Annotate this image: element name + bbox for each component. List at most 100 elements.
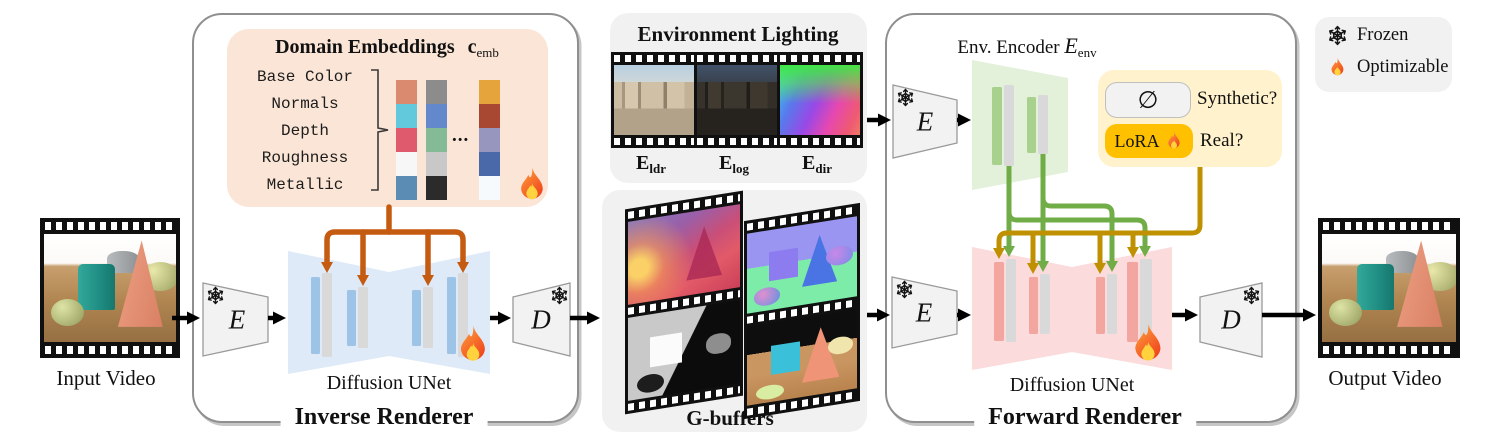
- filmstrip-holes: [45, 346, 175, 354]
- inverse-renderer-title: Inverse Renderer: [280, 404, 488, 431]
- unet-feature-bar: [1029, 277, 1038, 334]
- embedding-swatch-column: [426, 80, 447, 200]
- gbuffer-vae-encoder-symbol: E: [915, 297, 933, 328]
- inverse-unet-caption: Diffusion UNet: [326, 372, 452, 394]
- embedding-ellipsis: ...: [452, 125, 470, 146]
- embedding-swatch: [396, 152, 417, 176]
- inverse-decoder-symbol: D: [531, 304, 551, 335]
- flame-icon: [1126, 322, 1170, 366]
- env-map-ldr-filmstrip: [611, 52, 697, 148]
- env-encoder-bar: [1027, 97, 1036, 153]
- legend-optimizable-label: Optimizable: [1357, 57, 1449, 77]
- unet-feature-bar: [347, 290, 356, 346]
- empty-set-symbol: ∅: [1137, 86, 1159, 114]
- output-video-filmstrip: [1318, 218, 1460, 358]
- unet-feature-bar: [1096, 277, 1105, 334]
- input-video-filmstrip: [40, 218, 180, 358]
- unet-feature-bar: [1040, 274, 1050, 334]
- real-label: Real?: [1200, 130, 1244, 151]
- inverse-encoder-symbol: E: [228, 304, 246, 335]
- embedding-swatch: [396, 128, 417, 152]
- legend-frozen-row: Frozen: [1327, 25, 1408, 46]
- input-video-frame: [44, 234, 176, 342]
- legend-frozen-label: Frozen: [1357, 25, 1409, 45]
- snowflake-icon: [895, 280, 914, 299]
- embedding-swatch-column: [396, 80, 417, 200]
- lora-pill: LoRA: [1105, 124, 1193, 158]
- embedding-swatch: [396, 176, 417, 200]
- domain-label: Roughness: [261, 149, 349, 167]
- env-map-sub: ldr: [649, 161, 666, 176]
- embedding-swatch: [426, 176, 447, 200]
- env-map-dir-filmstrip: [777, 52, 863, 148]
- forward-renderer-title: Forward Renderer: [974, 404, 1196, 431]
- env-vae-encoder-symbol: E: [916, 106, 934, 137]
- flame-icon: [1164, 131, 1184, 151]
- gbuffer-filmstrip-left: [625, 190, 743, 415]
- forward-decoder-symbol: D: [1221, 304, 1241, 335]
- embedding-swatch: [396, 80, 417, 104]
- filmstrip-holes: [697, 55, 777, 62]
- embedding-swatch: [426, 152, 447, 176]
- unet-feature-bar: [412, 290, 421, 346]
- cond-symbol-sub: emb: [476, 45, 499, 60]
- env-map-sub: dir: [815, 161, 832, 176]
- embedding-swatch: [396, 104, 417, 128]
- forward-unet-caption: Diffusion UNet: [1009, 374, 1135, 396]
- cond-symbol: c: [467, 36, 477, 58]
- unet-feature-bar: [311, 277, 320, 354]
- gbuffer-normals-image: [747, 216, 857, 314]
- domain-embeddings-title: Domain Embeddings cemb: [275, 36, 499, 61]
- env-map-symbol: E: [719, 152, 733, 174]
- flame-icon: [1327, 57, 1348, 78]
- embedding-swatch: [479, 152, 500, 176]
- unet-feature-bar: [423, 287, 433, 348]
- env-map-sub: log: [732, 161, 749, 176]
- unet-feature-bar: [358, 287, 368, 348]
- filmstrip-holes: [614, 55, 694, 62]
- filmstrip-holes: [697, 138, 777, 145]
- env-map-ldr-label: Eldr: [636, 152, 666, 177]
- environment-lighting-title: Environment Lighting: [637, 22, 839, 46]
- env-encoder-bar: [1038, 95, 1048, 154]
- domain-label: Metallic: [266, 176, 344, 194]
- domain-label-list: Base Color Normals Depth Roughness Metal…: [240, 64, 370, 199]
- env-map-log-image: [697, 65, 777, 135]
- env-map-dir-image: [780, 65, 860, 135]
- embedding-swatch: [479, 80, 500, 104]
- embedding-swatch: [479, 176, 500, 200]
- legend-optimizable-row: Optimizable: [1327, 57, 1448, 78]
- env-encoder-label: Env. Encoder Eenv: [957, 33, 1096, 61]
- env-encoder-symbol: E: [1064, 33, 1078, 58]
- snowflake-icon: [206, 286, 225, 305]
- gbuffer-depth-image: [628, 204, 740, 305]
- synthetic-label: Synthetic?: [1197, 88, 1278, 109]
- embedding-swatch-column: [479, 80, 500, 200]
- env-encoder-bar: [992, 87, 1002, 165]
- gbuffer-filmstrip-right: [744, 202, 860, 420]
- env-encoder-symbol-sub: env: [1077, 45, 1097, 60]
- env-map-dir-label: Edir: [802, 152, 832, 177]
- filmstrip-holes: [45, 222, 175, 230]
- embedding-swatch: [479, 104, 500, 128]
- gbuffers-title: G-buffers: [686, 406, 774, 430]
- embedding-swatch: [426, 104, 447, 128]
- domain-label: Normals: [271, 95, 339, 113]
- lora-label: LoRA: [1114, 130, 1160, 151]
- domain-label: Base Color: [256, 68, 353, 86]
- snowflake-icon: [550, 286, 569, 305]
- empty-adapter-pill: ∅: [1105, 82, 1191, 118]
- unet-feature-bar: [1107, 274, 1117, 334]
- env-encoder-bar: [1004, 85, 1014, 166]
- flame-icon: [452, 324, 494, 366]
- filmstrip-holes: [780, 138, 860, 145]
- snowflake-icon: [1327, 25, 1348, 46]
- snowflake-icon: [1242, 286, 1261, 305]
- env-map-ldr-image: [614, 65, 694, 135]
- env-map-log-filmstrip: [694, 52, 780, 148]
- filmstrip-holes: [1323, 346, 1455, 354]
- output-video-frame: [1322, 234, 1456, 342]
- filmstrip-holes: [1323, 222, 1455, 230]
- env-encoder-label-text: Env. Encoder: [957, 37, 1060, 58]
